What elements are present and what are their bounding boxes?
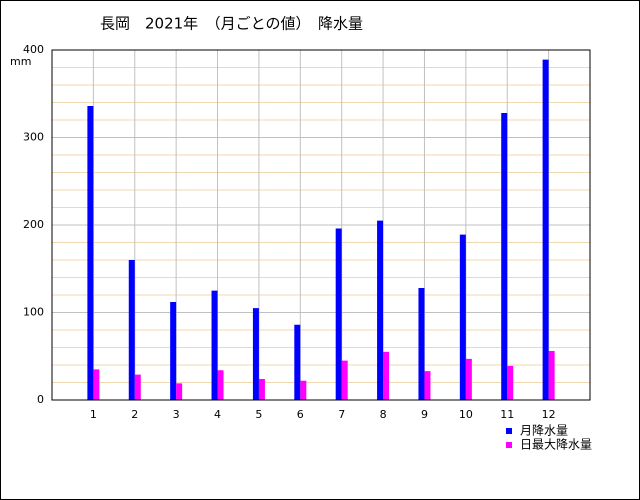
bar — [542, 59, 549, 400]
bar — [507, 365, 514, 400]
bar — [300, 380, 307, 400]
y-tick-label: 300 — [23, 131, 44, 144]
y-axis-label: mm — [10, 55, 31, 68]
bar — [501, 113, 508, 400]
legend-swatch — [506, 428, 512, 434]
legend-label: 月降水量 — [520, 424, 568, 438]
bar — [341, 360, 348, 400]
x-tick-label: 12 — [542, 408, 556, 421]
bar — [170, 302, 177, 400]
bar — [128, 260, 135, 400]
x-tick-label: 4 — [214, 408, 221, 421]
bar — [294, 324, 301, 400]
bar — [459, 234, 466, 400]
bar — [87, 106, 94, 400]
x-tick-label: 10 — [459, 408, 473, 421]
plot-border — [51, 49, 591, 401]
y-tick-label: 100 — [23, 306, 44, 319]
bar — [134, 374, 141, 400]
bar — [176, 383, 183, 400]
x-tick-label: 2 — [131, 408, 138, 421]
y-tick-label: 200 — [23, 218, 44, 231]
legend-label: 日最大降水量 — [520, 438, 592, 452]
y-tick-label: 400 — [23, 43, 44, 56]
bar — [252, 308, 259, 400]
x-tick-label: 3 — [173, 408, 180, 421]
x-tick-label: 6 — [297, 408, 304, 421]
bar — [258, 379, 265, 400]
bar — [548, 351, 555, 400]
x-tick-label: 5 — [255, 408, 262, 421]
bar — [377, 220, 384, 400]
bar — [211, 290, 218, 400]
chart-title: 長岡 2021年 （月ごとの値） 降水量 — [100, 15, 363, 33]
bar — [418, 288, 425, 400]
bar — [424, 371, 431, 400]
y-tick-label: 0 — [37, 393, 44, 406]
bar — [383, 351, 390, 400]
bar — [217, 370, 224, 400]
bar — [465, 358, 472, 400]
x-tick-label: 9 — [421, 408, 428, 421]
bar — [335, 228, 342, 400]
x-tick-label: 8 — [380, 408, 387, 421]
legend-swatch — [506, 442, 512, 448]
x-tick-label: 1 — [90, 408, 97, 421]
bar — [93, 369, 100, 400]
x-tick-label: 7 — [338, 408, 345, 421]
x-tick-label: 11 — [500, 408, 514, 421]
